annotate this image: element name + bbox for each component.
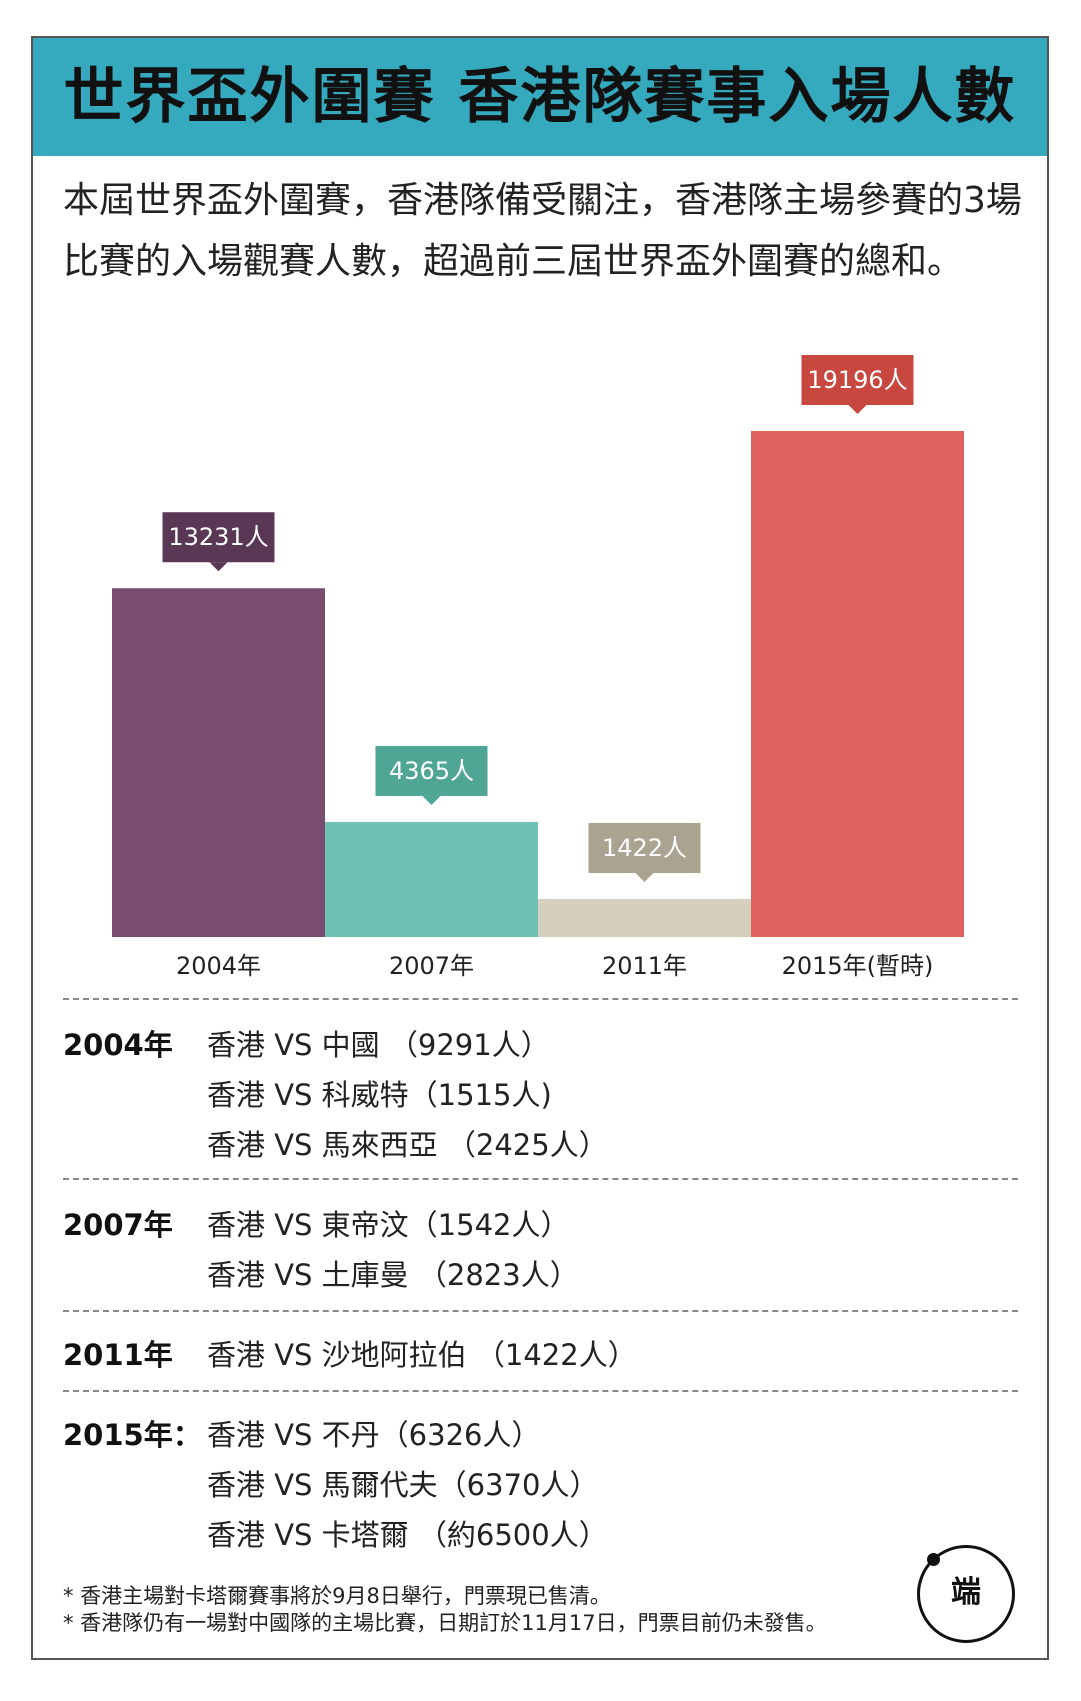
brand-logo xyxy=(917,1545,1015,1643)
divider-3 xyxy=(63,1310,1018,1312)
match-2004-1: 香港 VS 中國 （9291人） xyxy=(207,1028,550,1062)
footnotes: * 香港主場對卡塔爾賽事將於9月8日舉行，門票現已售清。 * 香港隊仍有一場對中… xyxy=(63,1583,827,1637)
title-bar: 世界盃外圍賽 香港隊賽事入場人數 xyxy=(33,38,1047,156)
data-label-pointer-4 xyxy=(848,405,867,414)
footnote-2: * 香港隊仍有一場對中國隊的主場比賽，日期訂於11月17日，門票目前仍未發售。 xyxy=(63,1611,827,1635)
year-label-2004: 2004年 xyxy=(63,1028,173,1062)
page-title: 世界盃外圍賽 香港隊賽事入場人數 xyxy=(63,62,1017,132)
data-label-pointer-2 xyxy=(422,795,441,805)
data-label-3: 1422人 xyxy=(602,834,687,862)
divider-4 xyxy=(63,1390,1018,1392)
match-2004-2: 香港 VS 科威特（1515人) xyxy=(207,1078,552,1112)
match-2015-3: 香港 VS 卡塔爾 （約6500人） xyxy=(207,1518,608,1552)
data-label-2: 4365人 xyxy=(389,757,474,785)
data-label-box-2 xyxy=(375,745,488,796)
match-2007-1: 香港 VS 東帝汶（1542人） xyxy=(207,1208,570,1242)
match-2011-1: 香港 VS 沙地阿拉伯 （1422人） xyxy=(207,1338,637,1372)
bar-4 xyxy=(751,431,964,937)
x-tick-label-3: 2011年 xyxy=(602,952,687,980)
bar-1 xyxy=(112,588,325,937)
data-label-box-3 xyxy=(588,823,701,873)
divider-2 xyxy=(63,1178,1018,1180)
data-label-box-1 xyxy=(162,512,275,563)
year-label-2015: 2015年： xyxy=(63,1418,202,1452)
match-2015-1: 香港 VS 不丹（6326人） xyxy=(207,1418,541,1452)
match-2015-2: 香港 VS 馬爾代夫（6370人） xyxy=(207,1468,599,1502)
data-labels-group: 13231人 4365人 1422人 19196人 xyxy=(162,355,914,882)
data-label-4: 19196人 xyxy=(807,366,907,394)
data-label-box-4 xyxy=(801,355,914,405)
logo-dot-icon xyxy=(927,1553,940,1566)
bar-3 xyxy=(538,899,751,937)
year-label-2007: 2007年 xyxy=(63,1208,173,1242)
year-label-2011: 2011年 xyxy=(63,1338,173,1372)
data-label-pointer-3 xyxy=(635,873,654,882)
footnote-1: * 香港主場對卡塔爾賽事將於9月8日舉行，門票現已售清。 xyxy=(63,1584,611,1608)
divider-1 xyxy=(63,998,1018,1000)
x-tick-labels-group: 2004年 2007年 2011年 2015年(暫時) xyxy=(176,952,933,980)
x-tick-label-2: 2007年 xyxy=(389,952,474,980)
match-2007-2: 香港 VS 土庫曼 （2823人） xyxy=(207,1258,579,1292)
match-2004-3: 香港 VS 馬來西亞 （2425人） xyxy=(207,1128,608,1162)
x-tick-label-1: 2004年 xyxy=(176,952,261,980)
x-tick-label-4: 2015年(暫時) xyxy=(782,952,934,980)
bars-group xyxy=(112,431,964,937)
bar-2 xyxy=(325,821,538,937)
intro-paragraph: 本屆世界盃外圍賽，香港隊備受關注，香港隊主場參賽的3場比賽的入場觀賽人數，超過前… xyxy=(63,180,1022,282)
logo-text: 端 xyxy=(951,1575,981,1610)
data-label-1: 13231人 xyxy=(168,523,268,551)
data-label-pointer-1 xyxy=(209,562,228,572)
